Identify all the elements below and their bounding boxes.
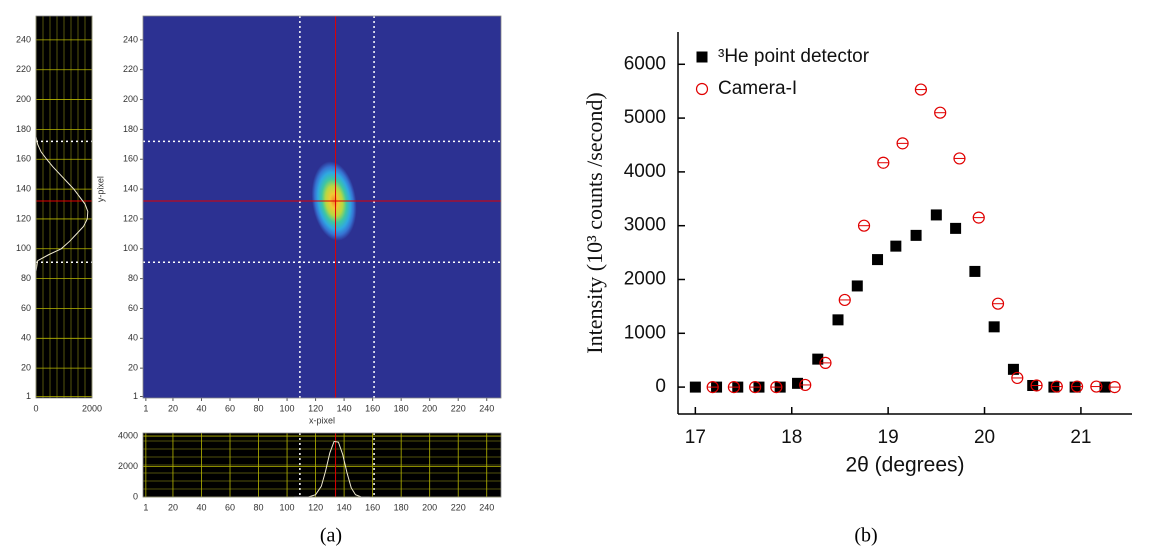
data-point — [1008, 364, 1019, 375]
legend-marker — [697, 52, 708, 63]
x-axis-label: x-pixel — [309, 415, 335, 425]
x-tick-label: 1 — [143, 502, 148, 512]
y-tick-label: 180 — [123, 124, 138, 134]
caption: (a) — [320, 525, 342, 547]
y-tick-label: 5000 — [624, 107, 666, 128]
caption: (b) — [854, 525, 877, 547]
y-tick-label: 4000 — [624, 161, 666, 182]
figure: (a) (b) 11202040406060808010010012012014… — [0, 0, 1149, 552]
data-point — [950, 223, 961, 234]
y-axis-label: y-pixel — [95, 176, 105, 202]
y-tick-label: 4000 — [118, 430, 138, 440]
x-tick-label: 220 — [451, 403, 466, 413]
x-tick-label: 160 — [365, 502, 380, 512]
x-tick-label: 160 — [365, 403, 380, 413]
y-tick-label: 140 — [123, 183, 138, 193]
x-tick-label: 2000 — [82, 403, 102, 413]
data-point — [969, 266, 980, 277]
x-tick-label: 60 — [225, 502, 235, 512]
data-point — [931, 209, 942, 220]
x-tick-label: 80 — [254, 403, 264, 413]
y-tick-label: 80 — [21, 273, 31, 283]
legend-label: Camera-I — [718, 78, 797, 99]
legend-marker — [697, 84, 708, 95]
y-tick-label: 60 — [128, 303, 138, 313]
x-tick-label: 180 — [394, 502, 409, 512]
y-tick-label: 100 — [16, 243, 31, 253]
y-tick-label: 20 — [21, 363, 31, 373]
data-point — [833, 314, 844, 325]
y-tick-label: 240 — [123, 34, 138, 44]
data-point — [890, 241, 901, 252]
y-tick-label: 220 — [16, 64, 31, 74]
legend-label: ³He point detector — [718, 46, 870, 67]
y-tick-label: 60 — [21, 303, 31, 313]
y-tick-label: 160 — [16, 154, 31, 164]
y-tick-label: 140 — [16, 183, 31, 193]
y-tick-label: 1 — [133, 391, 138, 401]
y-tick-label: 40 — [128, 333, 138, 343]
page: {"chart_data": [ {"type": "beam-image", … — [0, 0, 1149, 552]
y-tick-label: 40 — [21, 333, 31, 343]
x-tick-label: 140 — [337, 403, 352, 413]
x-tick-label: 180 — [394, 403, 409, 413]
x-tick-label: 240 — [479, 403, 494, 413]
x-tick-label: 80 — [254, 502, 264, 512]
y-tick-label: 80 — [128, 273, 138, 283]
data-point — [852, 280, 863, 291]
x-tick-label: 60 — [225, 403, 235, 413]
y-tick-label: 120 — [16, 213, 31, 223]
x-tick-label: 220 — [451, 502, 466, 512]
x-tick-label: 20 — [168, 502, 178, 512]
y-tick-label: 240 — [16, 34, 31, 44]
x-tick-label: 0 — [33, 403, 38, 413]
data-point — [989, 321, 1000, 332]
x-tick-label: 20 — [168, 403, 178, 413]
y-tick-label: 200 — [16, 94, 31, 104]
x-tick-label: 1 — [143, 403, 148, 413]
y-tick-label: 3000 — [624, 215, 666, 236]
y-tick-label: 1000 — [624, 322, 666, 343]
y-tick-label: 20 — [128, 363, 138, 373]
x-tick-label: 200 — [422, 502, 437, 512]
y-tick-label: 1 — [26, 391, 31, 401]
y-tick-label: 0 — [655, 376, 666, 397]
y-tick-label: 100 — [123, 243, 138, 253]
y-tick-label: 220 — [123, 64, 138, 74]
x-tick-label: 120 — [308, 403, 323, 413]
y-tick-label: 180 — [16, 124, 31, 134]
data-point — [911, 230, 922, 241]
x-tick-label: 120 — [308, 502, 323, 512]
data-point — [872, 254, 883, 265]
y-tick-label: 6000 — [624, 53, 666, 74]
x-axis-label: 2θ (degrees) — [845, 454, 964, 477]
x-tick-label: 100 — [280, 502, 295, 512]
data-point — [792, 378, 803, 389]
y-tick-label: 2000 — [624, 269, 666, 290]
x-tick-label: 100 — [280, 403, 295, 413]
y-tick-label: 160 — [123, 154, 138, 164]
x-tick-label: 240 — [479, 502, 494, 512]
y-tick-label: 0 — [133, 491, 138, 501]
x-tick-label: 18 — [781, 427, 802, 448]
y-axis-label: Intensity (10³ counts /second) — [582, 92, 607, 353]
x-tick-label: 200 — [422, 403, 437, 413]
x-tick-label: 21 — [1070, 427, 1091, 448]
x-tick-label: 19 — [878, 427, 899, 448]
y-tick-label: 120 — [123, 213, 138, 223]
y-tick-label: 2000 — [118, 461, 138, 471]
x-tick-label: 140 — [337, 502, 352, 512]
x-tick-label: 17 — [685, 427, 706, 448]
data-point — [690, 382, 701, 393]
x-tick-label: 20 — [974, 427, 995, 448]
y-tick-label: 200 — [123, 94, 138, 104]
x-tick-label: 40 — [196, 502, 206, 512]
x-tick-label: 40 — [196, 403, 206, 413]
